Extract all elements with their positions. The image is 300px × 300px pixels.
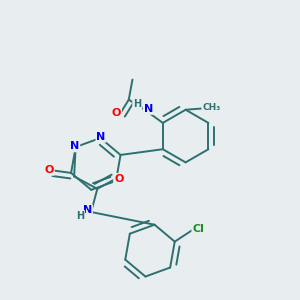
Text: H: H — [133, 99, 141, 109]
Text: H: H — [76, 211, 84, 221]
Text: N: N — [96, 132, 106, 142]
Text: N: N — [144, 104, 153, 114]
Text: O: O — [114, 174, 123, 184]
Text: N: N — [83, 205, 92, 215]
Text: CH₃: CH₃ — [202, 103, 220, 112]
Text: O: O — [44, 165, 54, 175]
Text: O: O — [112, 108, 121, 118]
Text: N: N — [70, 141, 80, 152]
Text: Cl: Cl — [192, 224, 204, 234]
